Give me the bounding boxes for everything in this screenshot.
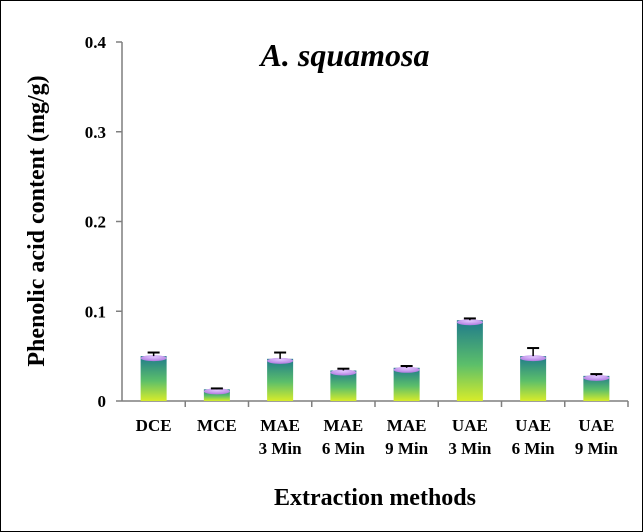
x-category-label: MAE bbox=[260, 416, 300, 435]
x-category-label: DCE bbox=[136, 416, 172, 435]
bar-cap bbox=[267, 357, 294, 364]
bar bbox=[330, 367, 357, 401]
bar bbox=[267, 351, 294, 401]
x-category-label: 9 Min bbox=[575, 439, 619, 458]
bar-body bbox=[456, 320, 483, 401]
bar bbox=[203, 387, 230, 401]
bar-cap bbox=[330, 369, 357, 376]
x-axis-title: Extraction methods bbox=[274, 485, 476, 511]
x-category-labels: DCE MCE MAE 3 Min MAE 6 Min MAE 9 Min UAE 3 Min UA… bbox=[136, 401, 629, 458]
x-category-label: 3 Min bbox=[259, 439, 303, 458]
x-category-label: 3 Min bbox=[448, 439, 492, 458]
x-category-label: MCE bbox=[197, 416, 237, 435]
bar-body bbox=[330, 370, 357, 401]
y-tick-label: 0.3 bbox=[85, 123, 106, 142]
bar bbox=[140, 351, 167, 401]
bar-body bbox=[267, 358, 294, 401]
bar-body bbox=[203, 389, 230, 401]
x-category-label: 9 Min bbox=[385, 439, 429, 458]
bar-cap bbox=[520, 355, 547, 362]
y-tick-label: 0.4 bbox=[85, 33, 107, 52]
bar-cap bbox=[140, 355, 167, 362]
bar-cap bbox=[203, 388, 230, 395]
x-category-label: UAE bbox=[452, 416, 488, 435]
bar-cap bbox=[583, 374, 610, 381]
x-category-label: MAE bbox=[324, 416, 364, 435]
y-tick-label: 0.2 bbox=[85, 213, 106, 232]
bar bbox=[583, 373, 610, 401]
x-category-label: 6 Min bbox=[512, 439, 556, 458]
bars bbox=[140, 317, 610, 401]
bar-cap bbox=[393, 366, 420, 373]
x-category-label: UAE bbox=[515, 416, 551, 435]
bar bbox=[456, 317, 483, 401]
y-ticks: 0 0.1 0.2 0.3 0.4 bbox=[85, 33, 122, 411]
x-category-label: 6 Min bbox=[322, 439, 366, 458]
y-axis-title: Phenolic acid content (mg/g) bbox=[24, 75, 50, 366]
bar-body bbox=[393, 367, 420, 401]
x-category-label: UAE bbox=[578, 416, 614, 435]
bar-body bbox=[140, 356, 167, 401]
x-category-label: MAE bbox=[387, 416, 427, 435]
bar bbox=[393, 364, 420, 401]
y-tick-label: 0 bbox=[98, 392, 107, 411]
bar-body bbox=[520, 356, 547, 401]
chart-title: A. squamosa bbox=[259, 37, 430, 73]
y-tick-label: 0.1 bbox=[85, 302, 106, 321]
bar-cap bbox=[456, 319, 483, 326]
bar bbox=[520, 347, 547, 401]
